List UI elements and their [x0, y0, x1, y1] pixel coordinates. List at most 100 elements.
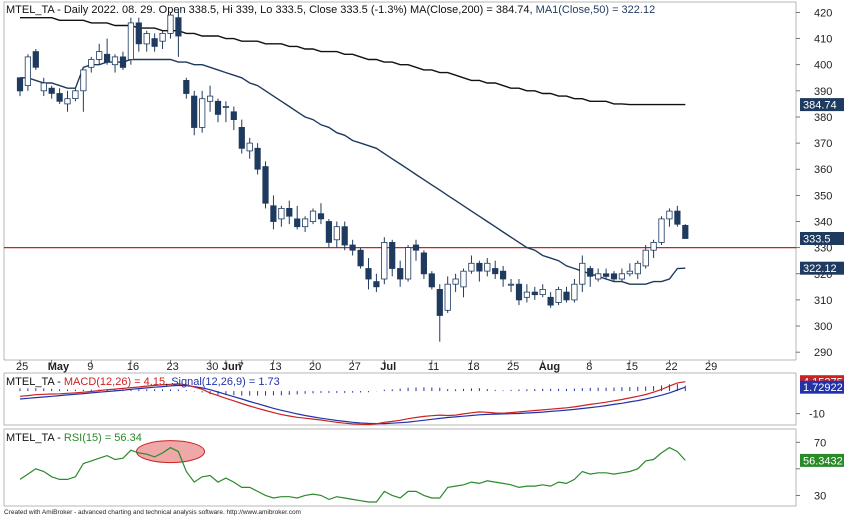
candle-body — [56, 93, 63, 102]
candle-body — [674, 210, 681, 225]
x-tick-label: 20 — [309, 361, 321, 373]
candle-body — [349, 244, 356, 251]
candle-body — [373, 281, 380, 288]
candle-body — [135, 22, 142, 45]
candle-body — [96, 51, 103, 60]
candle-body — [48, 87, 55, 94]
price-ytick-label: 310 — [814, 295, 832, 307]
macd-pane-frame — [3, 372, 797, 426]
candle-body — [507, 283, 515, 286]
candle-body — [404, 247, 412, 280]
price-ytick-label: 380 — [814, 112, 832, 124]
candle-body — [119, 56, 127, 68]
ma200-line — [20, 17, 686, 106]
candle-body — [159, 33, 166, 42]
candle-body — [175, 17, 182, 37]
candle-body — [634, 262, 641, 275]
x-tick-label: 15 — [626, 361, 638, 373]
candle-body — [199, 98, 206, 128]
macd-title-part-0: MTEL_TA - — [6, 376, 64, 388]
footer-credit: Created with AmiBroker - advanced charti… — [4, 509, 301, 516]
candle-body — [547, 296, 554, 306]
price-title-part-2: , — [530, 4, 536, 16]
price-title-part-0: MTEL_TA - Daily 2022. 08. 29. Open 338.5… — [6, 4, 410, 16]
candle-body — [191, 95, 198, 128]
price-title: MTEL_TA - Daily 2022. 08. 29. Open 338.5… — [6, 4, 655, 16]
candle-body — [80, 69, 87, 92]
x-tick-label: 9 — [87, 361, 93, 373]
x-tick-label: 8 — [586, 361, 592, 373]
candle-body — [642, 249, 649, 267]
candle-body — [539, 288, 546, 295]
candle-body — [286, 207, 293, 217]
macd-title: MTEL_TA - MACD(12,26) = 4.15, Signal(12,… — [6, 376, 280, 388]
candle-body — [579, 262, 586, 285]
candle-body — [357, 249, 364, 267]
price-title-part-1: MA(Close,200) = 384.74 — [410, 4, 530, 16]
candle-body — [468, 262, 475, 272]
macd-title-part-1: MACD(12,26) = 4.15 — [64, 376, 165, 388]
rsi-highlight-ellipse — [136, 440, 205, 464]
rsi-ytick-label: 30 — [814, 490, 826, 502]
candle-body — [317, 213, 325, 220]
x-tick-label: 16 — [127, 361, 139, 373]
candle-body — [452, 278, 459, 285]
candle-body — [444, 283, 451, 311]
candle-body — [111, 56, 119, 66]
candle-body — [294, 218, 301, 228]
candle-body — [610, 273, 618, 280]
price-ytick-label: 400 — [814, 60, 832, 72]
candle-body — [262, 166, 269, 204]
candle-body — [460, 270, 467, 288]
price-ytick-label: 330 — [814, 243, 832, 255]
rsi-axis-tag-0-label: 56.3432 — [803, 455, 843, 467]
x-tick-label: 25 — [507, 361, 519, 373]
x-tick-label: 18 — [467, 361, 479, 373]
candle-body — [254, 147, 261, 170]
price-ytick-label: 370 — [814, 138, 832, 150]
candle-body — [682, 224, 689, 239]
candle-body — [206, 95, 214, 102]
candle-body — [309, 210, 317, 223]
candle-body — [167, 14, 174, 34]
price-axis-tag-0-label: 384.74 — [803, 100, 837, 112]
candle-body — [143, 33, 150, 45]
candle-body — [571, 283, 578, 301]
x-tick-label: 29 — [705, 361, 717, 373]
rsi-title: MTEL_TA - RSI(15) = 56.34 — [6, 432, 142, 444]
candle-body — [64, 98, 71, 105]
candle-body — [24, 56, 32, 87]
price-ytick-label: 340 — [814, 217, 832, 229]
x-tick-label: 27 — [349, 361, 361, 373]
price-axis-tag-0-bg — [800, 98, 844, 112]
candle-body — [333, 226, 340, 241]
candle-body — [499, 270, 507, 280]
candle-body — [72, 90, 79, 100]
rsi-title-part-1: RSI(15) = 56.34 — [64, 432, 142, 444]
candle-body — [650, 241, 657, 251]
x-tick-label: Jul — [380, 361, 396, 373]
candle-body — [270, 205, 277, 222]
x-tick-label: Jun — [222, 361, 242, 373]
candle-body — [389, 241, 396, 269]
candle-body — [183, 80, 190, 94]
candle-body — [365, 268, 372, 280]
candle-body — [555, 288, 562, 303]
candle-body — [436, 288, 443, 316]
candle-body — [397, 268, 404, 280]
rsi-axis-tag-0-bg — [800, 453, 844, 467]
x-tick-label: 25 — [16, 361, 28, 373]
candle-body — [476, 262, 483, 272]
macd-axis-tag-1-label: 1.72922 — [803, 382, 843, 394]
price-ytick-label: 350 — [814, 190, 832, 202]
candle-body — [420, 252, 428, 275]
rsi-title-part-0: MTEL_TA - — [6, 432, 64, 444]
price-axis-tag-2-bg — [800, 261, 844, 275]
candle-body — [484, 262, 491, 272]
candle-body — [278, 207, 285, 220]
x-tick-label: 11 — [428, 361, 439, 373]
candle-body — [626, 270, 633, 275]
candle-body — [666, 210, 673, 220]
candle-body — [104, 53, 111, 63]
